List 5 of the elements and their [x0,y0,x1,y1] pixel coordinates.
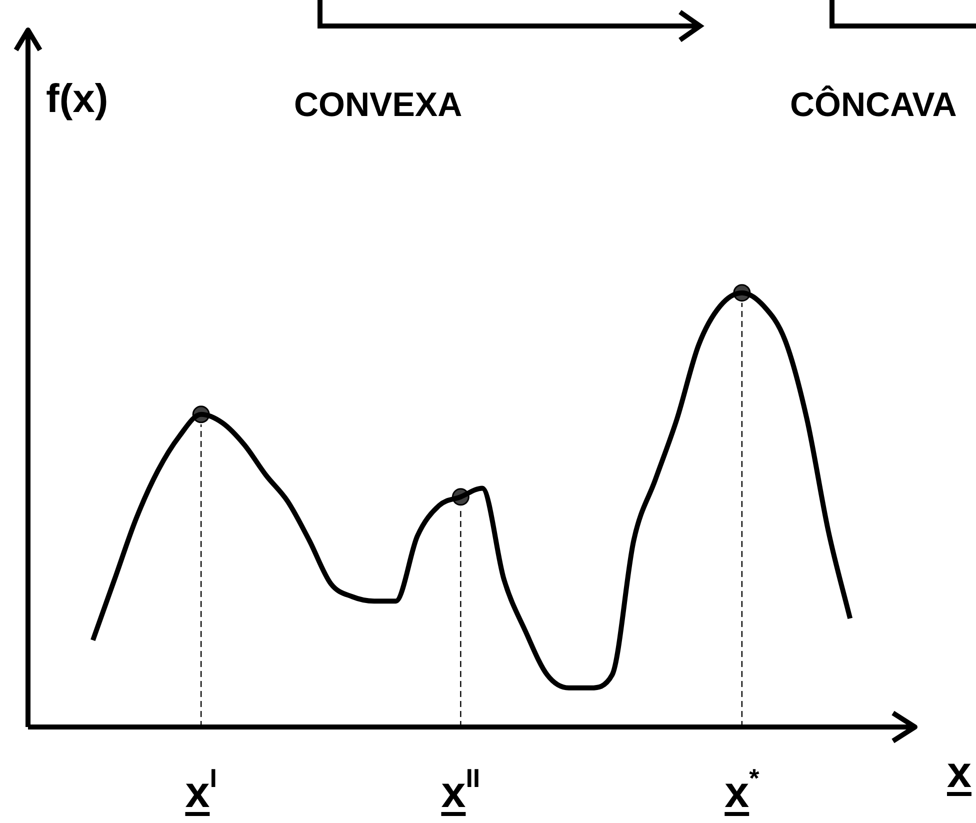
x-tick-label: x* [724,763,760,817]
x-axis-title: x [947,748,972,797]
y-axis-title: f(x) [46,77,108,121]
text: CONVEXA [294,86,462,125]
text: CÔNCAVA [790,86,957,125]
